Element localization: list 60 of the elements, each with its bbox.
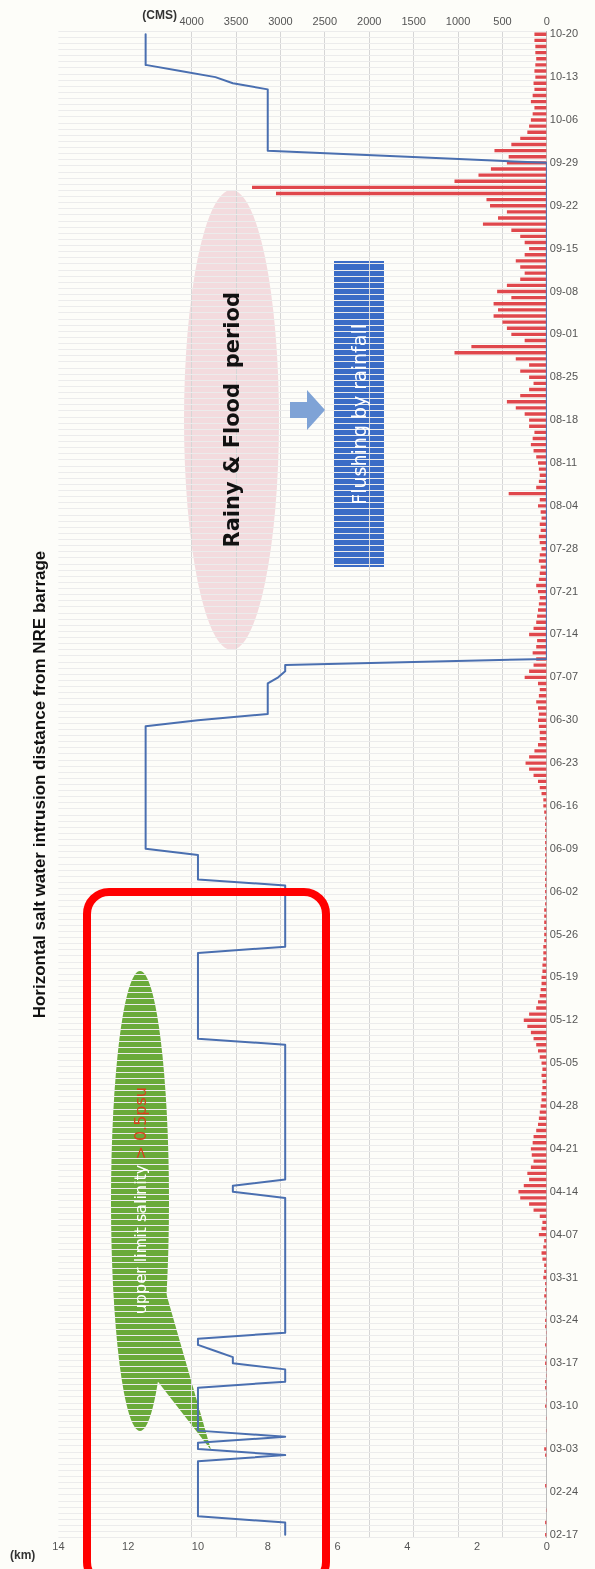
y-tick-label: 04-14	[549, 1184, 579, 1197]
y-tick-label: 05-26	[549, 927, 579, 940]
y-tick-label: 06-30	[549, 713, 579, 726]
x2-tick-label: 3000	[268, 14, 293, 27]
text: Horizontal salt water intrusion distance from NRE barrage	[29, 550, 49, 1019]
y-tick-label: 03-17	[549, 1356, 579, 1369]
y-tick-label: 03-03	[549, 1442, 579, 1455]
y-tick-label: 05-12	[549, 1013, 579, 1026]
x2-tick-label: 3500	[223, 14, 249, 27]
y-tick-label: 09-29	[549, 155, 579, 168]
x2-axis-title: (CMS)	[142, 7, 177, 22]
y-tick-label: 09-22	[549, 198, 579, 211]
x-tick-label: 6	[334, 1540, 341, 1553]
y-tick-label: 08-25	[549, 370, 579, 383]
y-tick-label: 09-08	[549, 284, 579, 297]
y-tick-label: 02-24	[549, 1484, 579, 1497]
x-tick-label: 4	[404, 1540, 411, 1553]
y-tick-label: 08-04	[549, 498, 579, 511]
annotation: > 0.5psu	[130, 1087, 150, 1160]
annotation: Flushing by rainfall	[348, 323, 370, 505]
x2-tick-label: 0	[543, 14, 550, 27]
y-tick-label: 07-14	[549, 627, 579, 640]
annotation: Rainy & Flood period	[219, 292, 244, 548]
y-tick-label: 04-07	[549, 1227, 579, 1240]
y-tick-label: 03-31	[549, 1270, 579, 1283]
y-tick-label: 04-21	[549, 1141, 579, 1154]
annotation: upper limit salinity	[130, 1164, 150, 1315]
x2-tick-label: 2000	[357, 14, 382, 27]
y-tick-label: 03-10	[549, 1399, 579, 1412]
x2-tick-label: 500	[493, 14, 512, 27]
x-tick-label: 2	[474, 1540, 481, 1553]
y-tick-label: 04-28	[549, 1099, 579, 1112]
y-tick-label: 06-09	[549, 841, 579, 854]
y-tick-label: 09-15	[549, 241, 579, 254]
x-tick-label: 14	[52, 1540, 65, 1553]
y-tick-label: 07-07	[549, 670, 579, 683]
x-tick-label: 12	[122, 1540, 135, 1553]
x2-tick-label: 1500	[401, 14, 426, 27]
y-tick-label: 06-02	[549, 884, 579, 897]
y-tick-label: 05-05	[549, 1056, 579, 1069]
y-tick-label: 02-17	[549, 1527, 579, 1540]
y-tick-label: 07-21	[549, 584, 579, 597]
x2-tick-label: 1000	[445, 14, 471, 27]
y-tick-label: 10-13	[549, 70, 579, 83]
y-tick-label: 10-06	[549, 113, 579, 126]
x2-tick-label: 4000	[179, 14, 204, 27]
y-tick-label: 06-16	[549, 798, 579, 811]
x-tick-label: 0	[543, 1540, 550, 1553]
y-tick-label: 08-11	[549, 456, 578, 468]
y-tick-label: 03-24	[549, 1313, 579, 1326]
x-tick-label: 8	[264, 1540, 271, 1553]
y-tick-label: 09-01	[549, 327, 579, 340]
y-tick-label: 10-20	[549, 27, 579, 40]
y-tick-label: 08-18	[549, 413, 579, 426]
x-tick-label: 10	[191, 1540, 205, 1553]
y-tick-label: 07-28	[549, 541, 579, 554]
x-axis-title: (km)	[10, 1548, 36, 1563]
x2-tick-label: 2500	[312, 14, 338, 27]
y-tick-label: 05-19	[549, 970, 579, 983]
y-tick-label: 06-23	[549, 756, 579, 769]
